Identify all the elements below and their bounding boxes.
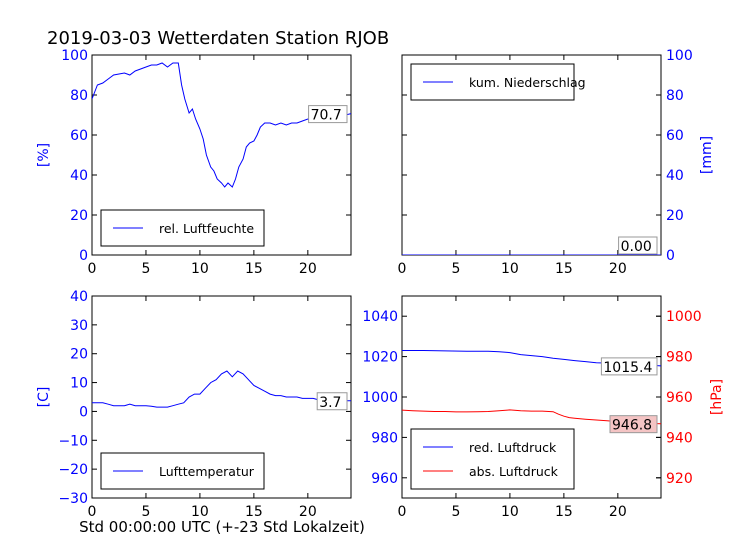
y-tick-label: 980 [371,430,398,446]
x-tick-label: 10 [501,504,519,520]
plot-frame [91,54,352,256]
x-tick-label: 10 [191,261,209,277]
plot-frame [91,295,352,499]
last-value-label: 70.7 [311,108,342,124]
x-tick-label: 5 [451,261,460,277]
last-value-box [308,105,348,124]
last-value-label: 946.8 [612,418,652,434]
y-axis-label: [%] [36,143,52,167]
y-tick-label: 960 [371,471,398,487]
last-value-box [609,415,658,434]
x-tick-label: 15 [245,504,263,520]
legend-label: red. Luftdruck [469,440,557,455]
x-axis-label: Std 00:00:00 UTC (+-23 Std Lokalzeit) [79,518,365,536]
y-tick-label: 80 [70,88,88,104]
legend: rel. Luftfeuchte [100,209,265,247]
y-tick-label: 0 [666,248,675,264]
y-axis-label-right: [hPa] [709,379,725,415]
y-tick-label-right: 940 [666,430,693,446]
x-tick-label: 20 [299,261,317,277]
legend: Lufttemperatur [100,452,265,490]
y-tick-label: 1020 [362,350,398,366]
last-value-box [600,357,658,376]
x-tick-label: 15 [555,261,573,277]
y-tick-label: 1040 [362,309,398,325]
last-value-box [316,392,348,411]
plot-panel-3: 0 5 10 15 20 −30 −20 −10 0 10 20 30 40 [C] 3.7 Lufttemp… [36,289,352,520]
x-tick-label: 20 [299,504,317,520]
x-tick-label: 0 [88,261,97,277]
y-tick-label: 0 [79,404,88,420]
y-tick-label: 20 [70,208,88,224]
y-tick-label: 100 [61,48,88,64]
x-tick-label: 5 [141,261,150,277]
x-tick-label: 0 [88,504,97,520]
y-tick-label: 40 [70,289,88,305]
last-value-label: 0.00 [621,239,652,255]
y-tick-label-right: 980 [666,350,693,366]
y-tick-label: 1000 [362,390,398,406]
series-line-1 [92,62,351,188]
y-tick-label: −30 [58,491,88,507]
y-tick-label-right: 1000 [666,309,702,325]
y-tick-label: −10 [58,433,88,449]
plot-panel-2: 0 5 10 15 20 0 20 40 60 80 100 [mm] 0.00 kum. Nieders… [398,48,715,277]
y-axis-label: [C] [36,387,52,408]
last-value-label: 3.7 [319,395,341,411]
legend-label: Lufttemperatur [159,464,255,479]
y-tick-label-right: 920 [666,471,693,487]
last-value-label: 1015.4 [603,360,652,376]
y-tick-label: 30 [70,318,88,334]
y-tick-label: 60 [666,128,684,144]
y-tick-label: 20 [70,347,88,363]
x-tick-label: 0 [398,504,407,520]
x-tick-label: 20 [609,504,627,520]
legend-box [410,428,575,490]
legend-label: kum. Niederschlag [469,75,586,90]
y-tick-label-right: 960 [666,390,693,406]
y-tick-label: −20 [58,462,88,478]
y-tick-label: 0 [79,248,88,264]
x-tick-label: 10 [501,261,519,277]
legend: red. Luftdruck abs. Luftdruck [410,428,575,490]
legend-label: abs. Luftdruck [469,464,559,479]
figure-title: 2019-03-03 Wetterdaten Station RJOB [47,28,389,49]
x-tick-label: 20 [609,261,627,277]
x-tick-label: 15 [555,504,573,520]
x-tick-label: 15 [245,261,263,277]
plot-panel-4: 0 5 10 15 20 960 980 1000 1020 1040 920 940 960 980 10… [362,295,725,520]
y-tick-label: 10 [70,376,88,392]
y-tick-label: 80 [666,88,684,104]
x-tick-label: 5 [451,504,460,520]
y-tick-label: 60 [70,128,88,144]
y-tick-label: 20 [666,208,684,224]
series-line-1 [92,370,351,408]
x-tick-label: 10 [191,504,209,520]
y-tick-label: 40 [666,168,684,184]
y-axis-label: [mm] [699,136,715,174]
plot-panel-1: 0 5 10 15 20 0 20 40 60 80 100 [%] 70.7 rel. Luftfeuc… [36,48,352,277]
legend: kum. Niederschlag [410,63,586,101]
y-tick-label: 100 [666,48,693,64]
y-tick-label: 40 [70,168,88,184]
x-tick-label: 0 [398,261,407,277]
legend-label: rel. Luftfeuchte [159,221,254,236]
x-tick-label: 5 [141,504,150,520]
last-value-box [618,236,658,255]
